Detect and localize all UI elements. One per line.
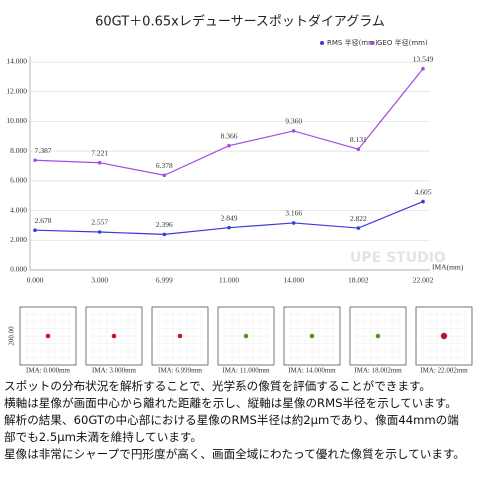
spot-panel: IMA: 0.000mm <box>19 306 77 375</box>
data-label: 2.396 <box>156 220 173 229</box>
x-tick-label: 3.000 <box>91 276 108 285</box>
chart-title: 60GT＋0.65xレデューサースポットダイアグラム <box>95 14 385 30</box>
data-point <box>33 228 37 233</box>
spot-label: IMA: 3.000mm <box>92 367 137 375</box>
y-tick-label: 6.000 <box>10 176 27 185</box>
spot <box>375 333 381 339</box>
spot <box>111 333 117 339</box>
description-line: 部でも2.5μm未満を維持しています。 <box>4 430 202 444</box>
chart: 60GT＋0.65xレデューサースポットダイアグラム 0.000 2.000 4.0… <box>6 14 473 375</box>
data-label: 4.605 <box>415 187 432 196</box>
spot <box>309 333 315 339</box>
data-label: 8.366 <box>221 131 238 140</box>
data-point <box>33 158 37 163</box>
spot-panel: IMA: 6.999mm <box>151 306 209 375</box>
data-label: 7.387 <box>35 146 52 155</box>
data-label: 2.557 <box>91 218 108 227</box>
data-label: 2.822 <box>350 214 367 223</box>
x-tick-label: 0.000 <box>27 276 44 285</box>
series-line <box>34 68 424 176</box>
y-tick-label: 4.000 <box>10 205 27 214</box>
data-label: 7.221 <box>91 148 108 157</box>
spot-panel: IMA: 18.002mm <box>349 306 407 375</box>
spot-label: IMA: 0.000mm <box>26 367 71 375</box>
spot <box>45 333 51 339</box>
x-tick-label: 14.000 <box>283 276 304 285</box>
data-point <box>291 221 296 225</box>
y-tick-label: 14.000 <box>6 57 27 66</box>
legend-marker <box>320 41 324 45</box>
spot-panel: IMA: 11.000mm <box>217 306 275 375</box>
x-tick-label: 22.002 <box>413 276 434 285</box>
spot-label: IMA: 18.002mm <box>354 367 402 375</box>
description-line: スポットの分布状況を解析することで、光学系の像質を評価することができます。 <box>4 379 431 393</box>
description-line: 横軸は星像が画面中心から離れた距離を示し、縦軸は星像のRMS半径を示しています。 <box>4 396 457 410</box>
data-label: 8.131 <box>350 135 367 144</box>
data-point <box>356 147 361 151</box>
data-label: 6.378 <box>156 161 173 170</box>
x-tick-label: 11.000 <box>219 276 240 285</box>
spot <box>440 332 448 340</box>
x-axis-label: IMA(mm) <box>432 263 464 272</box>
y-tick-label: 0.000 <box>10 265 27 274</box>
data-point <box>97 160 102 165</box>
spot <box>243 333 249 339</box>
data-point <box>421 199 425 204</box>
data-point <box>356 226 361 230</box>
description-line: 星像は非常にシャープで円形度が高く、画面全域にわたって優れた像質を示しています。 <box>4 447 465 461</box>
data-point <box>421 66 425 71</box>
data-point <box>97 230 102 234</box>
y-tick-label: 2.000 <box>10 235 27 244</box>
spot-panel: IMA: 3.000mm <box>85 306 143 375</box>
x-tick-label: 6.999 <box>156 276 173 285</box>
data-label: 9.360 <box>285 117 302 126</box>
description: スポットの分布状況を解析することで、光学系の像質を評価することができます。横軸は… <box>4 378 478 463</box>
y-tick-label: 10.000 <box>6 116 27 125</box>
spot-panel: IMA: 14.000mm <box>283 306 341 375</box>
legend-label: GEO 半径(mm) <box>377 38 428 47</box>
spot <box>177 333 183 339</box>
data-label: 3.166 <box>285 209 302 218</box>
data-point <box>162 232 167 237</box>
x-tick-label: 18.002 <box>348 276 369 285</box>
data-label: 2.849 <box>221 213 238 222</box>
legend-marker <box>370 41 374 45</box>
spot-y-label: 200.00 <box>8 326 16 346</box>
spot-label: IMA: 11.000mm <box>222 367 270 375</box>
spot-label: IMA: 14.000mm <box>288 367 336 375</box>
data-point <box>227 225 231 230</box>
data-label: 2.678 <box>35 216 52 225</box>
spot-panel: IMA: 22.002mm <box>415 306 473 375</box>
data-point <box>291 129 296 133</box>
data-point <box>227 143 231 148</box>
data-label: 13.549 <box>413 54 434 63</box>
legend-label: RMS 半径(mm) <box>327 38 378 47</box>
data-point <box>162 173 167 178</box>
y-tick-label: 8.000 <box>10 146 27 155</box>
description-line: 解析の結果、60GTの中心部における星像のRMS半径は約2μmであり、像面44m… <box>4 413 459 427</box>
watermark: UPE STUDIO <box>350 250 446 266</box>
spot-label: IMA: 22.002mm <box>420 367 468 375</box>
spot-label: IMA: 6.999mm <box>158 367 203 375</box>
y-tick-label: 12.000 <box>6 86 27 95</box>
